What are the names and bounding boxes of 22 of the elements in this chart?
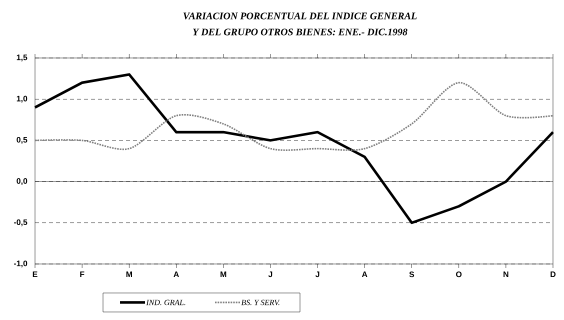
x-tick-label: F <box>80 272 84 278</box>
x-tick-label: A <box>362 272 368 278</box>
x-tick-label: E <box>32 272 38 278</box>
legend-label: IND. GRAL. <box>146 300 186 306</box>
x-tick-label: S <box>409 272 414 278</box>
x-tick-label: D <box>550 272 556 278</box>
y-tick-label: -0,5 <box>14 219 28 226</box>
x-tick-label: N <box>504 272 508 278</box>
x-tick-label: M <box>126 272 132 278</box>
y-tick-label: 0,5 <box>16 136 28 144</box>
y-tick-label: 1,5 <box>16 54 28 62</box>
x-tick-label: M <box>220 272 226 278</box>
y-tick-label: 0,0 <box>16 178 28 185</box>
chart-title: VARIACION PORCENTUAL DEL INDICE GENERAL <box>183 12 417 20</box>
x-tick-label: J <box>315 272 320 278</box>
y-tick-label: -1,0 <box>14 260 28 268</box>
x-tick-label: A <box>174 272 179 278</box>
chart-subtitle: Y DEL GRUPO OTROS BIENES: ENE.- DIC.1998 <box>193 28 408 36</box>
y-tick-label: 1,0 <box>16 96 28 103</box>
x-tick-label: J <box>268 272 272 278</box>
legend-label: BS. Y SERV. <box>241 300 280 306</box>
x-tick-label: O <box>456 272 462 278</box>
